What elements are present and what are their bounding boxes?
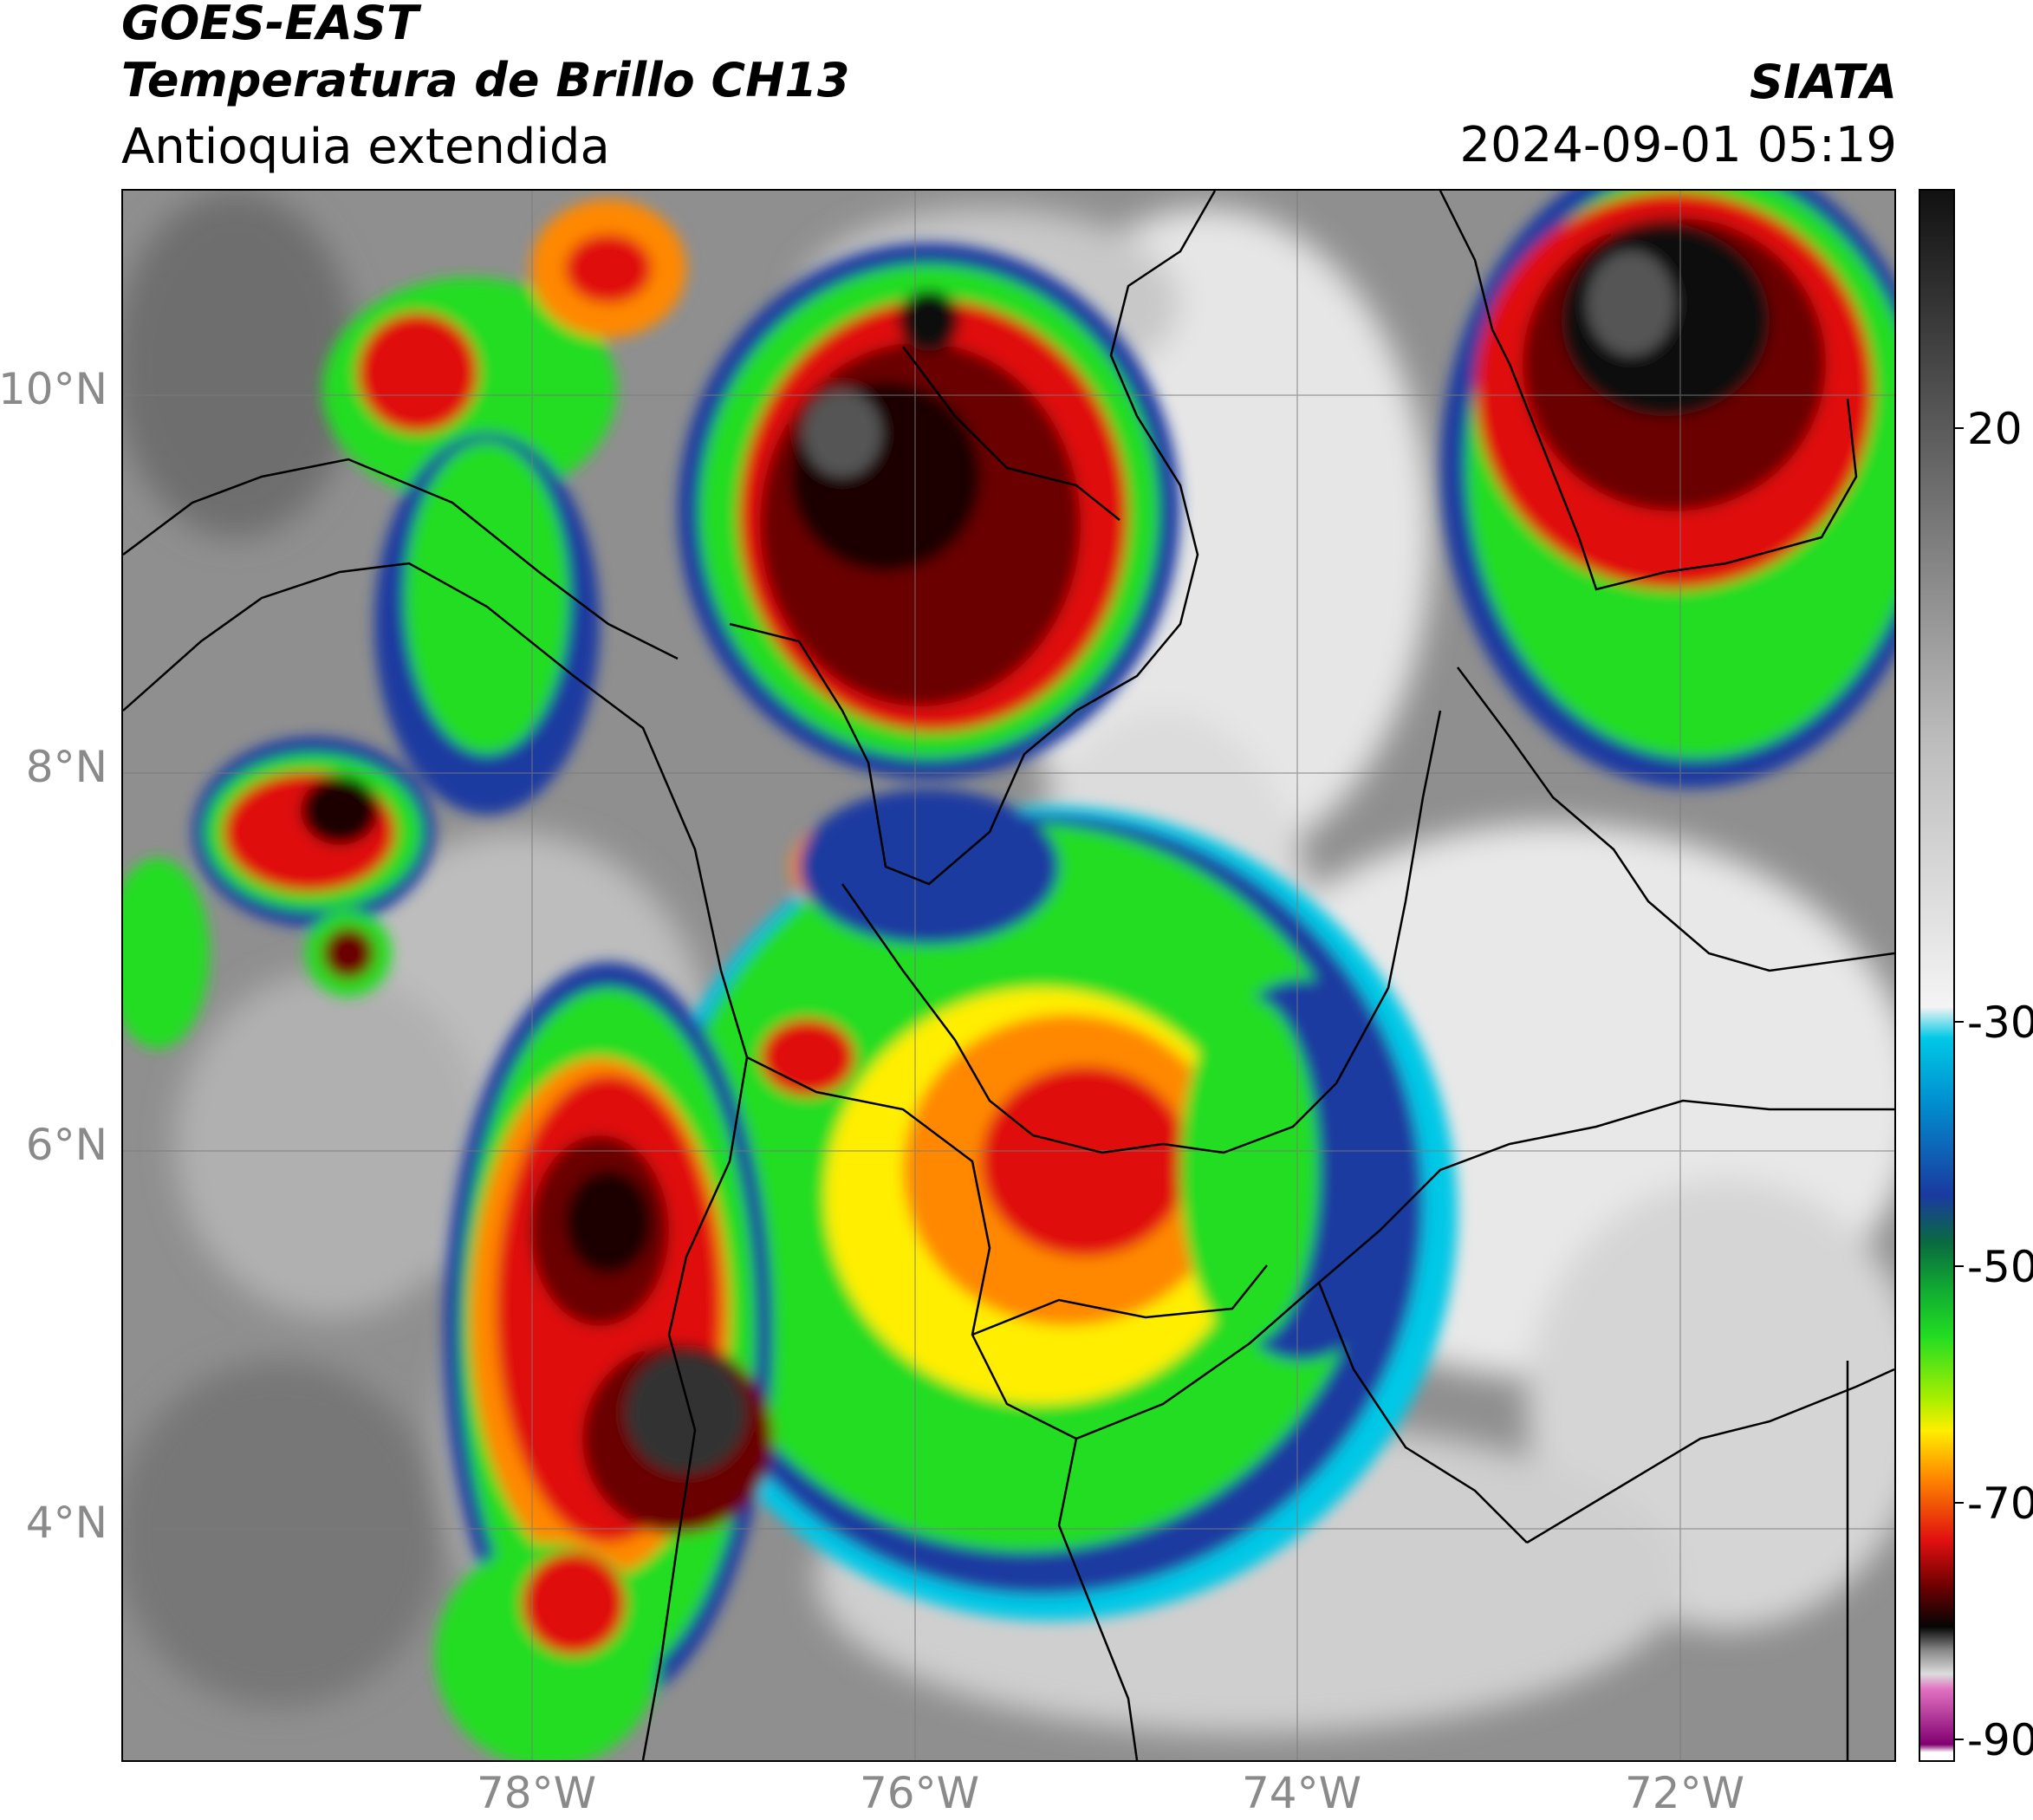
lat-label-4n: 4°N bbox=[25, 1498, 107, 1548]
lon-label-78w: 78°W bbox=[477, 1768, 597, 1818]
timestamp-label: 2024-09-01 05:19 bbox=[1459, 117, 1897, 173]
colorbar-tick-minus50 bbox=[1955, 1265, 1964, 1267]
lon-label-74w: 74°W bbox=[1242, 1768, 1362, 1818]
colorbar-tick-minus70 bbox=[1955, 1502, 1964, 1504]
temperature-colorbar bbox=[1919, 189, 1955, 1762]
lat-label-6n: 6°N bbox=[25, 1120, 107, 1170]
colorbar-label-minus90: -90 bbox=[1967, 1715, 2033, 1765]
lat-label-10n: 10°N bbox=[0, 364, 107, 414]
colorbar-tick-minus30 bbox=[1955, 1021, 1964, 1023]
colorbar-label-minus70: -70 bbox=[1967, 1479, 2033, 1529]
lon-label-76w: 76°W bbox=[860, 1768, 980, 1818]
satellite-image bbox=[123, 191, 1894, 1760]
colorbar-label-minus30: -30 bbox=[1967, 998, 2033, 1048]
map-subtitle-region: Antioquia extendida bbox=[121, 119, 610, 175]
colorbar-label-20: 20 bbox=[1967, 404, 2023, 454]
colorbar-tick-20 bbox=[1955, 427, 1964, 429]
satellite-map bbox=[121, 189, 1896, 1762]
map-title-satellite: GOES-EAST bbox=[121, 0, 419, 50]
organization-label: SIATA bbox=[1749, 55, 1897, 109]
colorbar-tick-minus90 bbox=[1955, 1739, 1964, 1740]
map-boundaries bbox=[123, 191, 1894, 1760]
lat-label-8n: 8°N bbox=[25, 742, 107, 792]
map-title-product: Temperatura de Brillo CH13 bbox=[121, 53, 850, 107]
colorbar-label-minus50: -50 bbox=[1967, 1242, 2033, 1292]
map-gridlines bbox=[123, 191, 1894, 1760]
lon-label-72w: 72°W bbox=[1625, 1768, 1745, 1818]
